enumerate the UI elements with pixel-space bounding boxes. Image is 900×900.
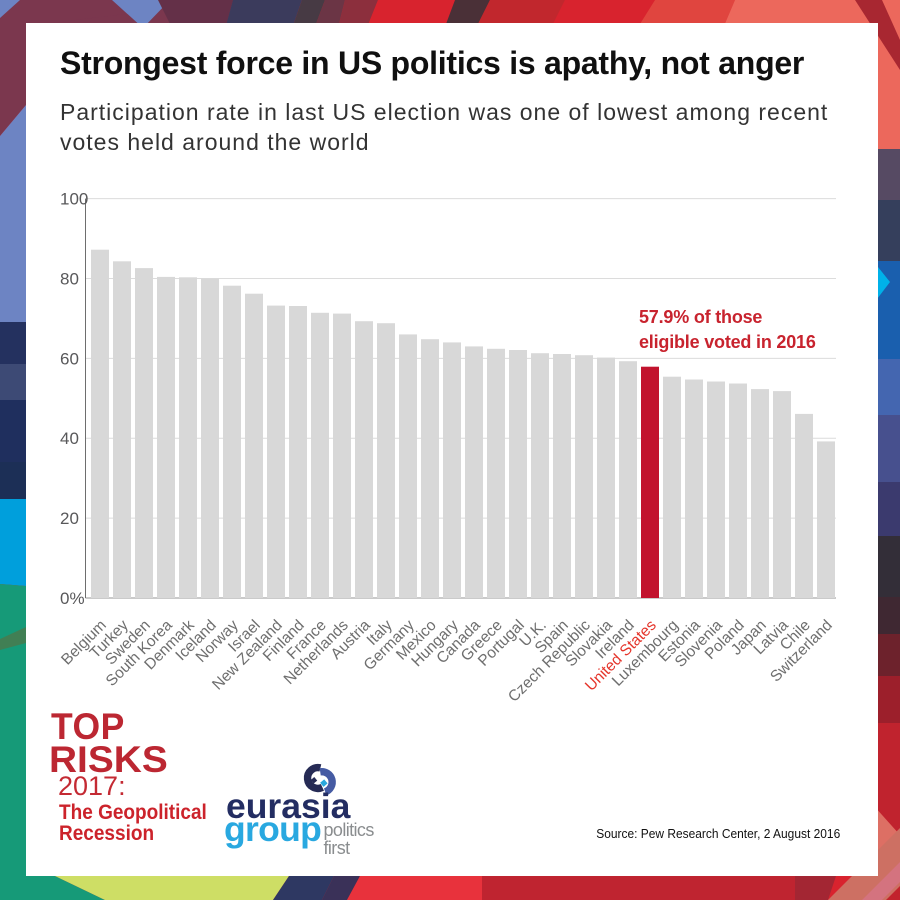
svg-text:20: 20 xyxy=(60,509,79,528)
svg-text:40: 40 xyxy=(60,429,79,448)
svg-text:0%: 0% xyxy=(60,589,85,608)
svg-text:60: 60 xyxy=(60,349,79,368)
svg-text:80: 80 xyxy=(60,270,79,289)
svg-text:100: 100 xyxy=(60,190,88,209)
